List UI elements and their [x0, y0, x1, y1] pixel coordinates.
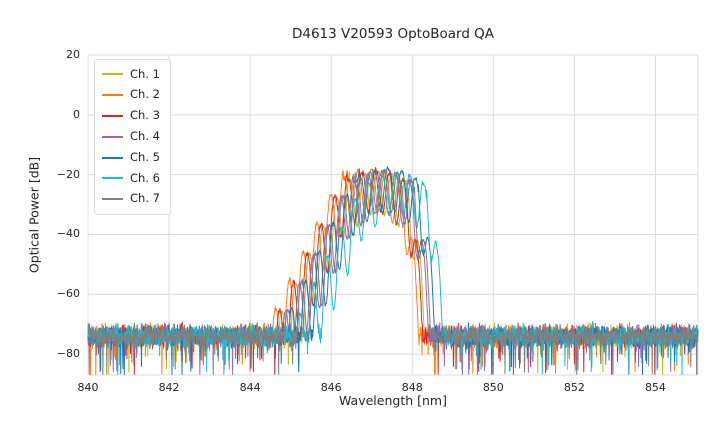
y-tick-label: −40 — [56, 227, 80, 241]
legend-label: Ch. 3 — [130, 108, 160, 123]
legend-label: Ch. 2 — [130, 87, 160, 102]
legend-item: Ch. 4 — [102, 126, 160, 147]
legend-line-swatch — [102, 177, 123, 180]
x-tick-label: 840 — [77, 381, 99, 394]
legend-label: Ch. 1 — [130, 66, 160, 81]
y-tick-label: −80 — [56, 347, 80, 361]
legend-item: Ch. 7 — [102, 189, 160, 210]
legend-item: Ch. 2 — [102, 85, 160, 106]
legend-item: Ch. 5 — [102, 147, 160, 168]
legend-item: Ch. 1 — [102, 64, 160, 85]
legend-label: Ch. 6 — [130, 170, 160, 185]
y-tick-label: 0 — [73, 107, 80, 121]
legend-label: Ch. 7 — [130, 191, 160, 206]
legend-line-swatch — [102, 114, 123, 117]
x-tick-label: 844 — [239, 381, 261, 394]
legend-label: Ch. 4 — [130, 129, 160, 144]
y-tick-label: −60 — [56, 287, 80, 301]
legend-label: Ch. 5 — [130, 149, 160, 164]
legend-line-swatch — [102, 156, 123, 159]
x-tick-label: 852 — [563, 381, 585, 394]
chart-title: D4613 V20593 OptoBoard QA — [291, 26, 495, 42]
x-tick-label: 850 — [482, 381, 504, 394]
legend-line-swatch — [102, 73, 123, 76]
x-tick-label: 848 — [401, 381, 423, 394]
legend: Ch. 1 Ch. 2 Ch. 3 Ch. 4 Ch. 5 Ch. 6 Ch. 7 — [94, 59, 171, 215]
legend-line-swatch — [102, 198, 123, 201]
legend-line-swatch — [102, 135, 123, 138]
legend-item: Ch. 3 — [102, 106, 160, 127]
x-axis-label: Wavelength [nm] — [339, 393, 447, 408]
y-tick-label: 20 — [66, 48, 80, 61]
legend-line-swatch — [102, 94, 123, 97]
y-tick-label: −20 — [56, 167, 80, 181]
legend-item: Ch. 6 — [102, 168, 160, 189]
x-tick-label: 846 — [320, 381, 342, 394]
x-tick-label: 854 — [644, 381, 666, 394]
x-tick-label: 842 — [158, 381, 180, 394]
